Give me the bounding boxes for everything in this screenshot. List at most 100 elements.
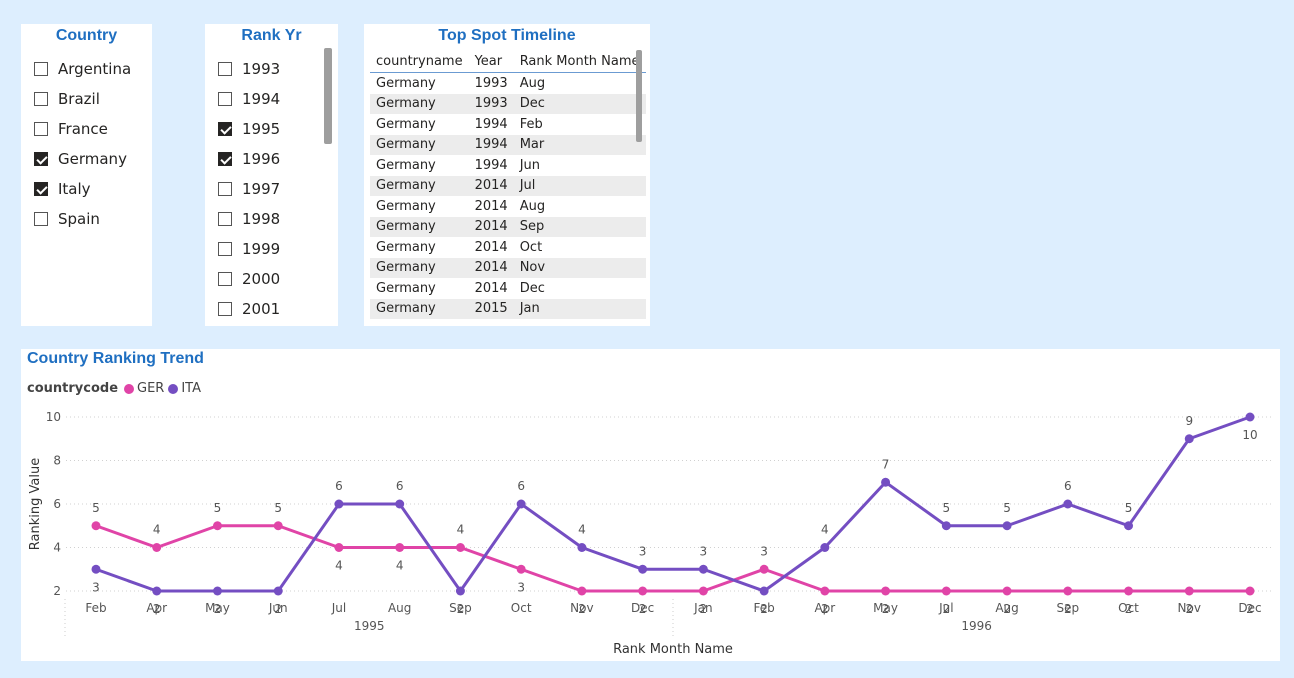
x-tick-label: Dec [1238, 601, 1261, 615]
table-cell: 2014 [474, 198, 508, 214]
x-tick-label: Oct [1118, 601, 1139, 615]
table-row: Germany 1993 Dec [370, 93, 646, 114]
chart-title: Country Ranking Trend [27, 350, 204, 367]
country-slicer-item-label: Germany [58, 150, 127, 168]
checkbox[interactable] [218, 182, 232, 196]
checkbox[interactable] [34, 92, 48, 106]
data-label: 6 [396, 479, 404, 493]
data-point-ita [1002, 521, 1012, 531]
data-label: 2 [274, 602, 282, 616]
column-header-year[interactable]: Year [474, 53, 503, 69]
column-header-rank-month[interactable]: Rank Month Name [519, 53, 640, 69]
year-slicer-item[interactable]: 1999 [218, 234, 280, 264]
checkbox[interactable] [34, 182, 48, 196]
checkbox[interactable] [34, 122, 48, 136]
data-point-ger [273, 521, 283, 531]
checkbox[interactable] [218, 62, 232, 76]
data-point-ita [455, 586, 465, 596]
table-row: Germany 2015 Jan [370, 298, 646, 319]
checkbox[interactable] [218, 122, 232, 136]
x-group-label: 1995 [354, 619, 385, 633]
country-slicer-item[interactable]: Germany [34, 144, 131, 174]
checkbox[interactable] [218, 92, 232, 106]
country-slicer-item-label: Italy [58, 180, 91, 198]
x-tick-label: Sep [1056, 601, 1079, 615]
column-header-countryname[interactable]: countryname [376, 53, 463, 69]
data-point-ita [1124, 521, 1134, 531]
country-slicer-item[interactable]: Argentina [34, 54, 131, 84]
checkbox[interactable] [218, 302, 232, 316]
country-slicer-item[interactable]: France [34, 114, 131, 144]
year-slicer-item[interactable]: 1997 [218, 174, 280, 204]
country-slicer-item[interactable]: Spain [34, 204, 131, 234]
x-tick-label: Sep [449, 601, 472, 615]
data-label: 3 [700, 544, 708, 558]
data-label: 2 [1125, 602, 1133, 616]
table-header-row: countryname Year Rank Month Name [370, 50, 646, 73]
table-cell: Germany [376, 178, 436, 194]
table-cell: Germany [376, 198, 436, 214]
data-label: 5 [214, 501, 222, 515]
data-label: 2 [639, 602, 647, 616]
data-point-ger [759, 564, 769, 574]
table-cell: 1994 [474, 157, 508, 173]
table-cell: Germany [376, 260, 436, 276]
data-point-ger [395, 543, 405, 552]
year-slicer-item[interactable]: 1996 [218, 144, 280, 174]
data-point-ger [881, 586, 891, 596]
table-row: Germany 1994 Feb [370, 114, 646, 135]
data-point-ger [152, 543, 162, 552]
year-slicer-item-label: 1993 [242, 60, 281, 78]
x-tick-label: Jun [268, 601, 288, 615]
legend-item-ita[interactable]: ITA [168, 381, 201, 396]
table-row: Germany 2014 Aug [370, 196, 646, 217]
checkbox[interactable] [218, 152, 232, 166]
data-point-ger [334, 543, 344, 552]
table-cell: Jul [519, 178, 536, 194]
year-slicer-item[interactable]: 1994 [218, 84, 280, 114]
year-slicer-item[interactable]: 1993 [218, 54, 280, 84]
table-cell: 2014 [474, 178, 508, 194]
checkbox[interactable] [218, 242, 232, 256]
country-slicer-title: Country [55, 27, 118, 44]
year-slicer-item[interactable]: 1998 [218, 204, 280, 234]
data-label: 6 [1064, 479, 1072, 493]
year-slicer-item[interactable]: 2000 [218, 264, 280, 294]
data-point-ita [516, 499, 526, 509]
data-point-ger [1063, 586, 1073, 596]
checkbox[interactable] [34, 212, 48, 226]
y-tick-label: 10 [46, 410, 61, 424]
checkbox[interactable] [34, 152, 48, 166]
data-point-ger [820, 586, 830, 596]
timeline-scrollbar[interactable] [636, 50, 642, 142]
table-cell: Germany [376, 116, 436, 132]
legend-title: countrycode [27, 381, 119, 396]
timeline-title: Top Spot Timeline [438, 27, 576, 44]
data-label: 4 [396, 559, 404, 573]
chart-plot: 2 4 6 8 10 Ranking Value Feb Apr May Jun Jul Aug Sep… [28, 410, 1271, 657]
country-slicer-item[interactable]: Italy [34, 174, 131, 204]
data-label: 6 [517, 479, 525, 493]
legend-item-ger[interactable]: GER [124, 381, 164, 396]
data-label: 2 [153, 602, 161, 616]
checkbox[interactable] [218, 212, 232, 226]
table-row: Germany 1994 Mar [370, 134, 646, 155]
data-label: 5 [1125, 501, 1133, 515]
data-point-ita [1245, 412, 1255, 422]
data-label: 3 [92, 580, 100, 594]
data-point-ita [152, 586, 162, 596]
year-slicer-item[interactable]: 1995 [218, 114, 280, 144]
year-slicer-scrollbar[interactable] [324, 48, 332, 144]
x-tick-label: May [205, 601, 230, 615]
table-cell: Aug [519, 75, 546, 91]
table-cell: Germany [376, 75, 436, 91]
data-label: 9 [1185, 414, 1193, 428]
checkbox[interactable] [34, 62, 48, 76]
y-tick-label: 2 [53, 584, 61, 598]
country-slicer-item[interactable]: Brazil [34, 84, 131, 114]
legend-label: ITA [181, 381, 202, 396]
year-slicer-item[interactable]: 2001 [218, 294, 280, 324]
checkbox[interactable] [218, 272, 232, 286]
table-cell: 1994 [474, 116, 508, 132]
data-point-ger [1245, 586, 1255, 596]
